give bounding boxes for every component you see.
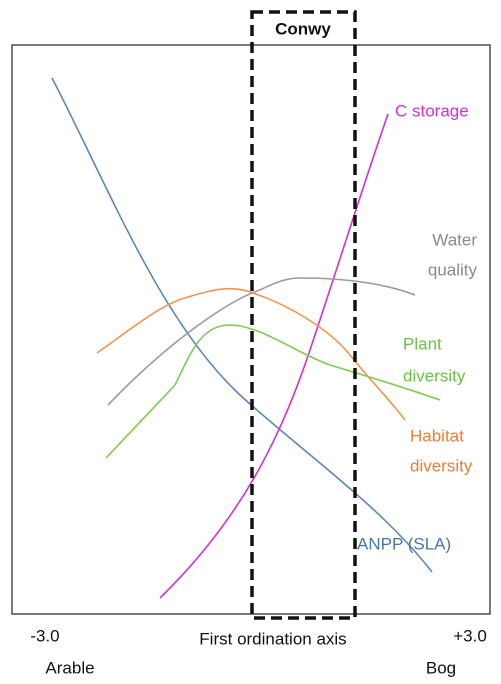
region-box xyxy=(250,10,357,620)
c-storage-curve xyxy=(159,113,389,599)
axis-left-label: -3.0 xyxy=(30,626,59,645)
curve-label: Habitat xyxy=(410,426,464,445)
axis-right-label: +3.0 xyxy=(453,626,487,645)
axis-right-end: Bog xyxy=(426,658,456,677)
axis-title: First ordination axis xyxy=(199,629,346,648)
axis-left-end: Arable xyxy=(45,658,94,677)
anpp-curve xyxy=(51,77,433,573)
water-quality-curve xyxy=(107,277,416,406)
curve-label: diversity xyxy=(403,366,466,385)
curve-label: quality xyxy=(428,260,478,279)
habitat-diversity-curve xyxy=(96,287,406,421)
curve-label: C storage xyxy=(395,101,469,120)
curve-label: Plant xyxy=(403,334,442,353)
curve-label: ANPP (SLA) xyxy=(357,534,451,553)
plant-diversity-curve xyxy=(105,324,441,459)
curve-label: diversity xyxy=(410,456,473,475)
region-label: Conwy xyxy=(275,19,331,38)
curve-label: Water xyxy=(432,230,477,249)
